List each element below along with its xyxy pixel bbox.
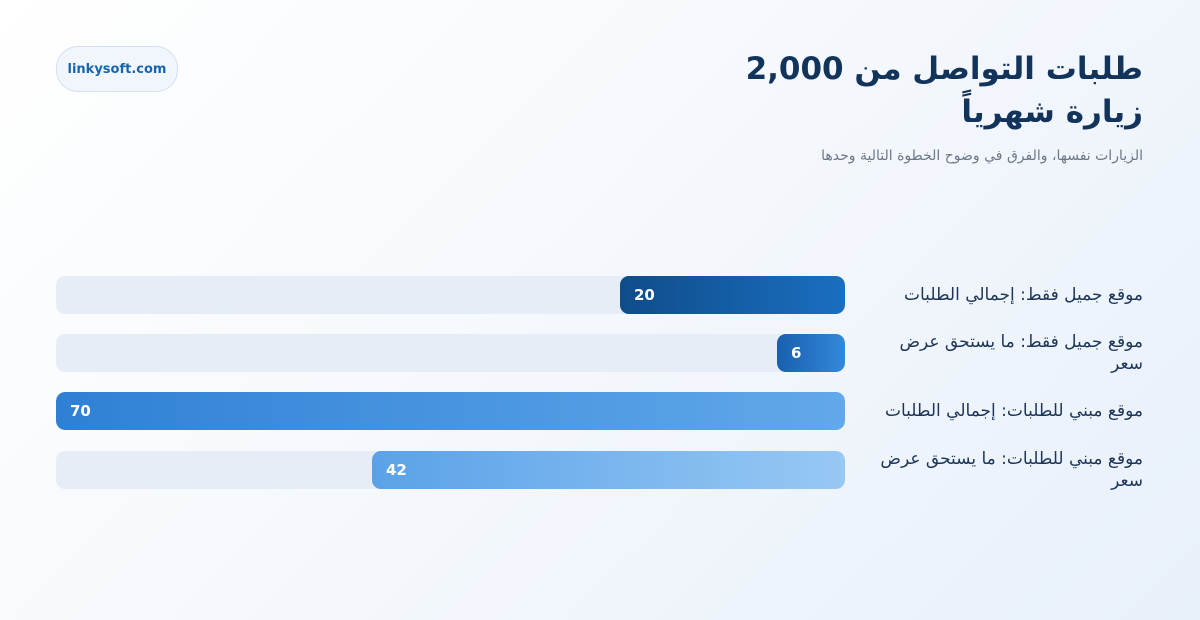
bar: 42 <box>372 451 845 489</box>
bar: 20 <box>620 276 845 314</box>
category-label: موقع جميل فقط: إجمالي الطلبات <box>904 285 1143 305</box>
bar-value-label: 70 <box>70 402 91 420</box>
bar-row: 70 موقع مبني للطلبات: إجمالي الطلبات <box>0 392 1200 430</box>
bar: 70 <box>56 392 845 430</box>
chart-subtitle: الزيارات نفسها، والفرق في وضوح الخطوة ال… <box>821 148 1143 164</box>
bar-value-label: 20 <box>634 286 655 304</box>
bar-value-label: 6 <box>791 344 802 362</box>
category-label: موقع جميل فقط: ما يستحق عرض سعر <box>899 332 1143 374</box>
bar-value-label: 42 <box>386 461 407 479</box>
chart-title: طلبات التواصل من 2,000 زيارة شهرياً <box>745 51 1143 130</box>
bar-track: 20 <box>56 276 845 314</box>
bar-row: 42 موقع مبني للطلبات: ما يستحق عرض سعر <box>0 449 1200 491</box>
category-label: موقع مبني للطلبات: إجمالي الطلبات <box>884 401 1143 421</box>
brand-text: linkysoft.com <box>67 61 167 77</box>
bar-track: 70 <box>56 392 845 430</box>
bar-track: 6 <box>56 334 845 372</box>
brand-badge[interactable]: linkysoft.com <box>56 46 178 92</box>
bar: 6 <box>777 334 845 372</box>
bar-row: 6 موقع جميل فقط: ما يستحق عرض سعر <box>0 332 1200 374</box>
bar-row: 20 موقع جميل فقط: إجمالي الطلبات <box>0 276 1200 314</box>
bar-track: 42 <box>56 451 845 489</box>
category-label: موقع مبني للطلبات: ما يستحق عرض سعر <box>880 449 1143 491</box>
